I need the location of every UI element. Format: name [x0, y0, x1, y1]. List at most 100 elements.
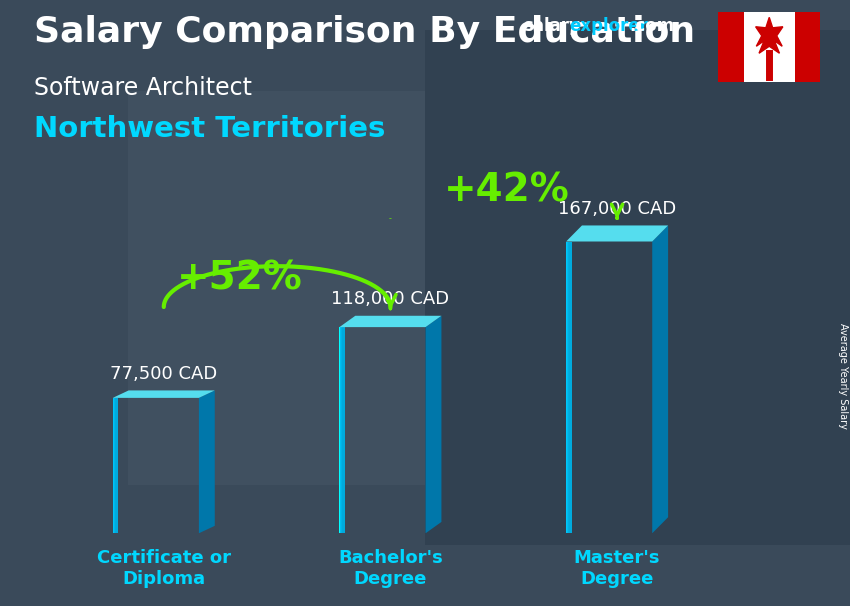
Polygon shape [115, 398, 117, 533]
Polygon shape [113, 398, 116, 533]
Polygon shape [652, 225, 668, 533]
Bar [718, 12, 744, 82]
Polygon shape [114, 398, 117, 533]
Polygon shape [569, 242, 571, 533]
Polygon shape [113, 398, 116, 533]
Polygon shape [341, 327, 344, 533]
Polygon shape [340, 327, 343, 533]
Polygon shape [567, 242, 570, 533]
Polygon shape [339, 316, 441, 327]
Polygon shape [340, 327, 343, 533]
Polygon shape [341, 327, 344, 533]
Polygon shape [566, 225, 668, 242]
Polygon shape [114, 398, 117, 533]
Polygon shape [113, 398, 116, 533]
Polygon shape [567, 242, 570, 533]
Polygon shape [566, 242, 569, 533]
Polygon shape [567, 242, 570, 533]
Polygon shape [568, 242, 571, 533]
Text: +52%: +52% [177, 259, 303, 298]
Polygon shape [342, 327, 345, 533]
Polygon shape [340, 327, 343, 533]
Polygon shape [567, 242, 570, 533]
Text: Northwest Territories: Northwest Territories [34, 115, 385, 143]
Polygon shape [567, 242, 570, 533]
Polygon shape [115, 398, 118, 533]
Polygon shape [567, 242, 570, 533]
Polygon shape [566, 242, 570, 533]
Polygon shape [568, 242, 571, 533]
Polygon shape [114, 398, 117, 533]
Polygon shape [568, 242, 571, 533]
Polygon shape [342, 327, 344, 533]
Polygon shape [341, 327, 343, 533]
Polygon shape [340, 327, 343, 533]
Text: Salary Comparison By Education: Salary Comparison By Education [34, 15, 695, 49]
Polygon shape [341, 327, 344, 533]
Polygon shape [115, 398, 118, 533]
Polygon shape [116, 398, 118, 533]
Polygon shape [341, 327, 344, 533]
Polygon shape [340, 327, 343, 533]
Bar [425, 30, 850, 545]
Polygon shape [113, 398, 116, 533]
Polygon shape [113, 398, 116, 533]
Polygon shape [114, 398, 116, 533]
Text: +42%: +42% [445, 171, 570, 210]
Polygon shape [343, 327, 345, 533]
Polygon shape [115, 398, 117, 533]
Text: Software Architect: Software Architect [34, 76, 252, 100]
Polygon shape [569, 242, 572, 533]
Text: .com: .com [629, 17, 674, 35]
Text: 77,500 CAD: 77,500 CAD [110, 365, 218, 383]
Polygon shape [113, 398, 116, 533]
Text: 167,000 CAD: 167,000 CAD [558, 200, 677, 218]
Polygon shape [340, 327, 343, 533]
Polygon shape [567, 242, 570, 533]
Polygon shape [342, 327, 345, 533]
Polygon shape [342, 327, 344, 533]
Bar [128, 91, 425, 485]
Text: Master's
Degree: Master's Degree [574, 549, 660, 588]
Polygon shape [114, 398, 116, 533]
Polygon shape [115, 398, 118, 533]
Polygon shape [114, 398, 116, 533]
Polygon shape [114, 398, 117, 533]
Polygon shape [569, 242, 571, 533]
Polygon shape [569, 242, 571, 533]
Polygon shape [568, 242, 570, 533]
Polygon shape [342, 327, 345, 533]
Polygon shape [566, 242, 570, 533]
Polygon shape [568, 242, 570, 533]
Polygon shape [339, 327, 343, 533]
Polygon shape [566, 242, 569, 533]
Polygon shape [568, 242, 570, 533]
Polygon shape [340, 327, 343, 533]
Polygon shape [339, 327, 343, 533]
Polygon shape [342, 327, 345, 533]
Polygon shape [114, 398, 116, 533]
Polygon shape [567, 242, 570, 533]
Text: Average Yearly Salary: Average Yearly Salary [838, 323, 848, 428]
Polygon shape [569, 242, 571, 533]
Polygon shape [341, 327, 343, 533]
Text: salary: salary [523, 17, 580, 35]
Polygon shape [115, 398, 117, 533]
Polygon shape [199, 390, 215, 533]
Polygon shape [569, 242, 571, 533]
Polygon shape [342, 327, 344, 533]
Polygon shape [568, 242, 570, 533]
Polygon shape [116, 398, 118, 533]
Polygon shape [566, 242, 570, 533]
Polygon shape [341, 327, 343, 533]
Polygon shape [341, 327, 343, 533]
Polygon shape [115, 398, 117, 533]
Polygon shape [340, 327, 343, 533]
Text: Certificate or
Diploma: Certificate or Diploma [97, 549, 230, 588]
Polygon shape [341, 327, 343, 533]
Polygon shape [116, 398, 118, 533]
Polygon shape [113, 398, 116, 533]
Polygon shape [756, 18, 783, 53]
Polygon shape [567, 242, 570, 533]
Polygon shape [569, 242, 572, 533]
